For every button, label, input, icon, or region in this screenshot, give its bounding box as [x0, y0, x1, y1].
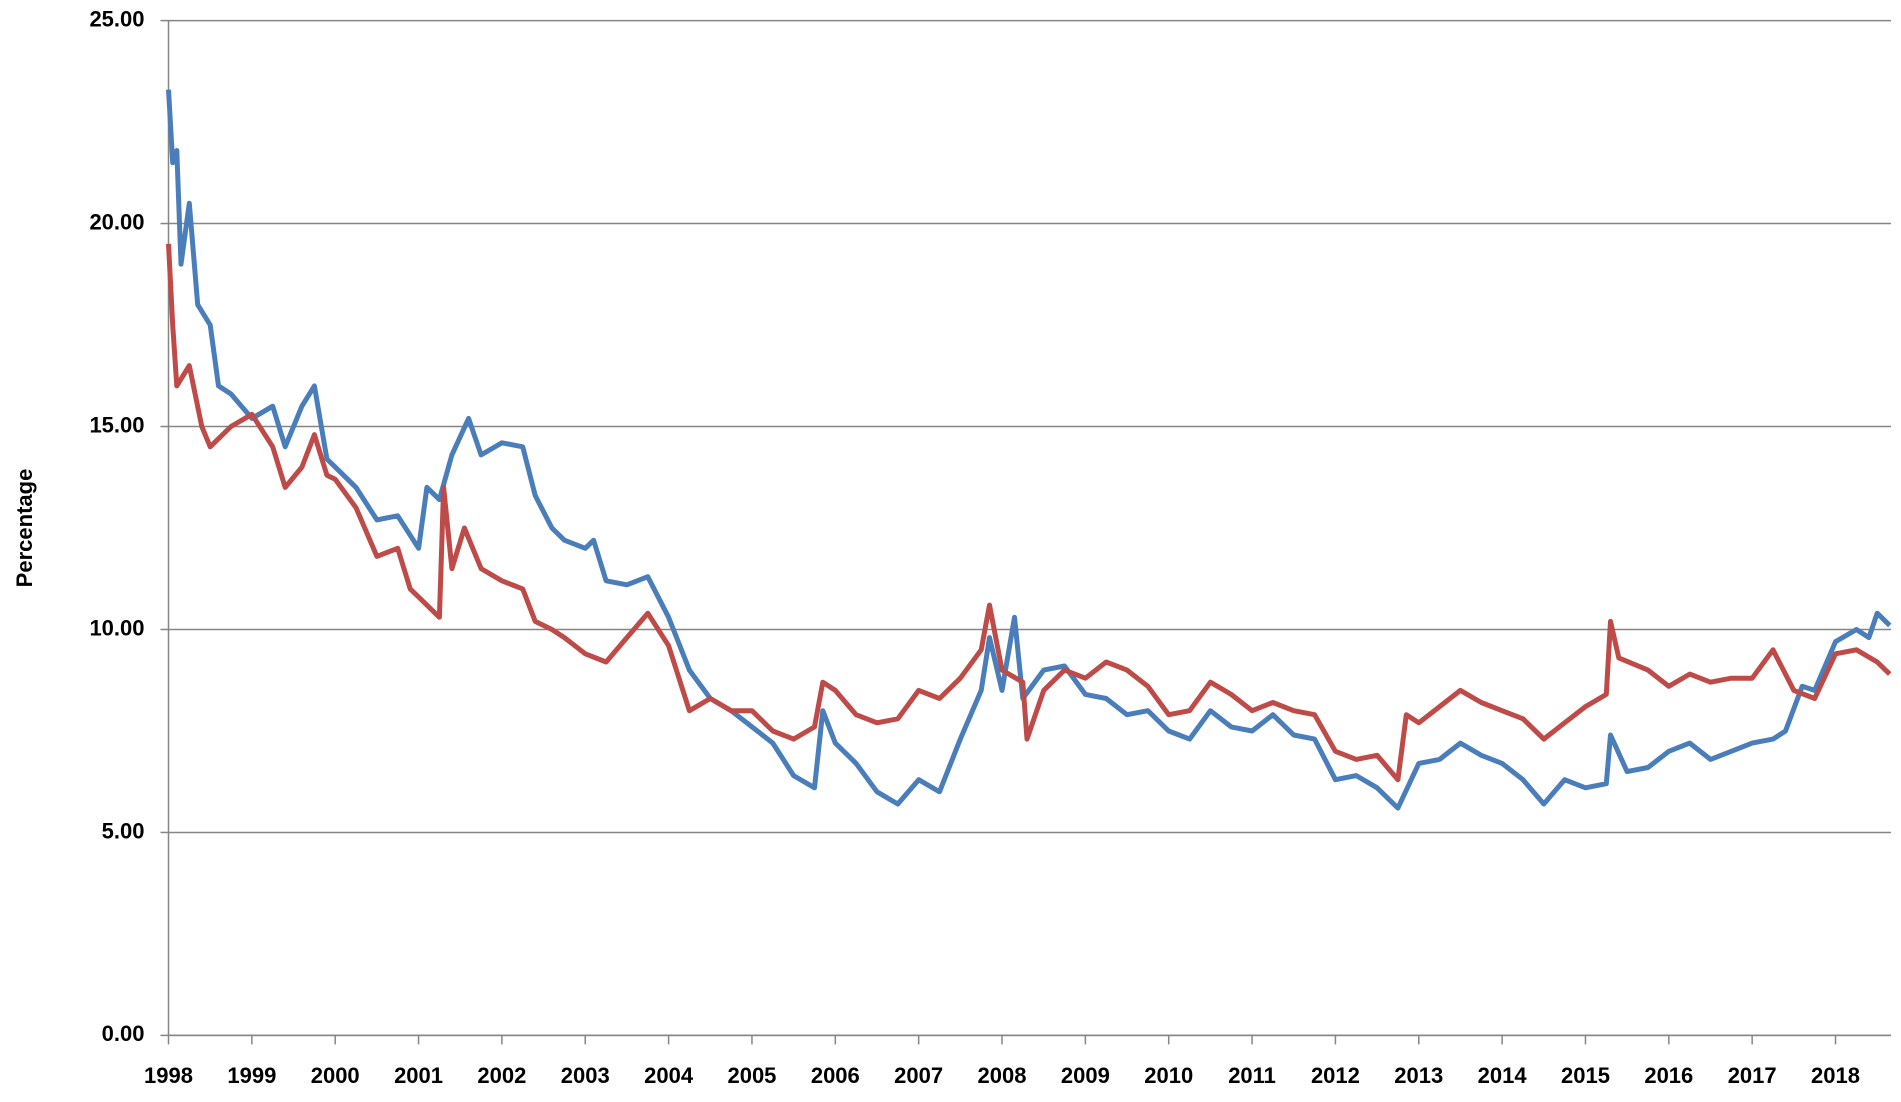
x-tick-label: 1998 [144, 1063, 193, 1088]
y-tick-label: 15.00 [89, 412, 144, 437]
x-tick-label: 2013 [1394, 1063, 1443, 1088]
x-tick-label: 2011 [1228, 1063, 1276, 1088]
x-tick-label: 1999 [227, 1063, 276, 1088]
y-tick-label: 10.00 [89, 615, 144, 640]
x-tick-label: 2007 [894, 1063, 943, 1088]
x-tick-label: 2017 [1728, 1063, 1777, 1088]
x-tick-label: 2015 [1561, 1063, 1610, 1088]
x-tick-label: 2006 [811, 1063, 860, 1088]
y-tick-label: 5.00 [102, 818, 145, 843]
x-tick-label: 2004 [644, 1063, 694, 1088]
x-tick-label: 2005 [727, 1063, 776, 1088]
series-line [166, 89, 1892, 811]
x-tick-label: 2001 [394, 1063, 443, 1088]
y-axis-title: Percentage [12, 469, 37, 588]
x-tick-label: 2000 [311, 1063, 360, 1088]
x-tick-label: 2014 [1478, 1063, 1528, 1088]
y-tick-label: 0.00 [102, 1021, 145, 1046]
x-tick-label: 2002 [477, 1063, 526, 1088]
x-tick-label: 2010 [1144, 1063, 1193, 1088]
y-tick-label: 20.00 [89, 209, 144, 234]
x-tick-label: 2012 [1311, 1063, 1360, 1088]
x-tick-label: 2003 [561, 1063, 610, 1088]
x-tick-label: 2018 [1811, 1063, 1860, 1088]
y-tick-label: 25.00 [89, 6, 144, 31]
x-tick-label: 2016 [1644, 1063, 1693, 1088]
x-tick-label: 2008 [978, 1063, 1027, 1088]
series-line [166, 243, 1892, 783]
x-tick-label: 2009 [1061, 1063, 1110, 1088]
